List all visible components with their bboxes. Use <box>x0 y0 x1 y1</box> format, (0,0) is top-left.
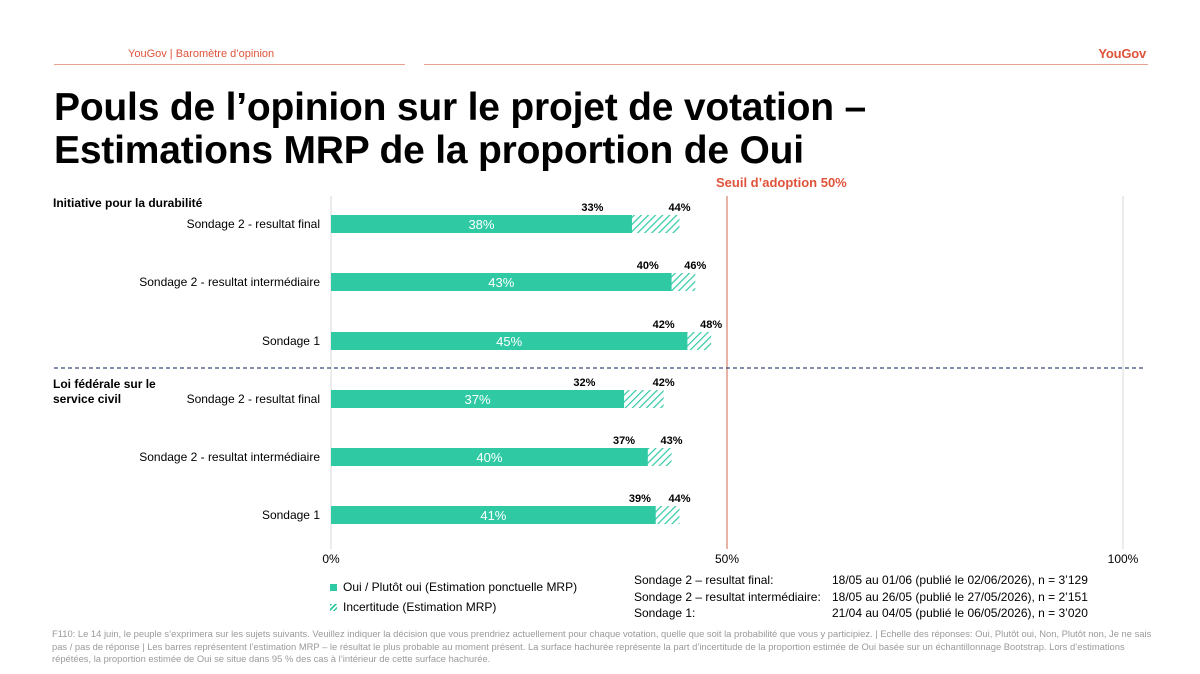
value-label: 38% <box>468 217 494 232</box>
survey-row: Sondage 2 – resultat final: 18/05 au 01/… <box>634 572 1088 589</box>
high-label: 48% <box>700 319 722 331</box>
high-label: 43% <box>661 435 683 447</box>
header-rule-left <box>54 64 405 65</box>
legend-swatch-solid <box>330 583 337 591</box>
title-line-2: Estimations MRP de la proportion de Oui <box>54 129 804 172</box>
estimate-bar <box>331 390 625 408</box>
threshold-label: Seuil d’adoption 50% <box>716 175 847 190</box>
category-label: Sondage 2 - resultat final <box>187 392 320 406</box>
category-label: Sondage 2 - resultat intermédiaire <box>139 450 320 464</box>
footnote: F110: Le 14 juin, le peuple s’exprimera … <box>52 628 1152 665</box>
category-label: Sondage 1 <box>262 508 320 522</box>
group-label: Initiative pour la durabilité <box>53 196 203 210</box>
survey-name: Sondage 2 – resultat final: <box>634 573 774 587</box>
estimate-bar <box>331 506 656 524</box>
survey-name: Sondage 1: <box>634 606 696 620</box>
high-label: 44% <box>668 493 690 505</box>
yougov-logo: YouGov <box>1098 46 1146 61</box>
estimate-bar <box>331 448 648 466</box>
high-label: 46% <box>684 260 706 272</box>
survey-name: Sondage 2 – resultat intermédiaire: <box>634 589 821 604</box>
category-label: Sondage 1 <box>262 334 320 348</box>
estimate-bar <box>331 332 688 350</box>
estimate-bar <box>331 273 672 291</box>
estimate-bar <box>331 215 632 233</box>
low-label: 32% <box>573 377 595 389</box>
page-title: Pouls de l’opinion sur le projet de vota… <box>54 86 1154 172</box>
header-rule-right <box>424 64 1148 65</box>
low-label: 42% <box>653 319 675 331</box>
x-tick-label: 100% <box>1108 552 1139 566</box>
high-label: 42% <box>653 377 675 389</box>
value-label: 40% <box>476 450 502 465</box>
value-label: 45% <box>496 334 522 349</box>
legend-label-solid: Oui / Plutôt oui (Estimation ponctuelle … <box>343 580 578 594</box>
survey-row: Sondage 1: 21/04 au 04/05 (publié le 06/… <box>634 605 1088 622</box>
group-label: service civil <box>53 392 121 406</box>
survey-details: 18/05 au 26/05 (publié le 27/05/2026), n… <box>832 589 1088 604</box>
title-line-1: Pouls de l’opinion sur le projet de vota… <box>54 86 867 129</box>
survey-row: Sondage 2 – resultat intermédiaire: 18/0… <box>634 589 1088 606</box>
legend-swatch-hatched <box>330 603 337 611</box>
survey-details: 21/04 au 04/05 (publié le 06/05/2026), n… <box>832 606 1088 620</box>
value-label: 41% <box>480 508 506 523</box>
group-label: Loi fédérale sur le <box>53 377 156 391</box>
legend-label-hatched: Incertitude (Estimation MRP) <box>343 600 497 614</box>
x-tick-label: 50% <box>715 552 739 566</box>
value-label: 37% <box>465 392 491 407</box>
legend-item-hatched: Incertitude (Estimation MRP) <box>330 600 496 614</box>
survey-table: Sondage 2 – resultat final: 18/05 au 01/… <box>634 572 1088 622</box>
low-label: 33% <box>581 202 603 214</box>
survey-details: 18/05 au 01/06 (publié le 02/06/2026), n… <box>832 573 1088 587</box>
high-label: 44% <box>668 202 690 214</box>
header-source: YouGov | Baromètre d’opinion <box>128 48 275 60</box>
category-label: Sondage 2 - resultat final <box>187 217 320 231</box>
low-label: 40% <box>637 260 659 272</box>
low-label: 39% <box>629 493 651 505</box>
low-label: 37% <box>613 435 635 447</box>
legend-item-solid: Oui / Plutôt oui (Estimation ponctuelle … <box>330 580 577 594</box>
x-tick-label: 0% <box>322 552 340 566</box>
value-label: 43% <box>488 275 514 290</box>
category-label: Sondage 2 - resultat intermédiaire <box>139 275 320 289</box>
